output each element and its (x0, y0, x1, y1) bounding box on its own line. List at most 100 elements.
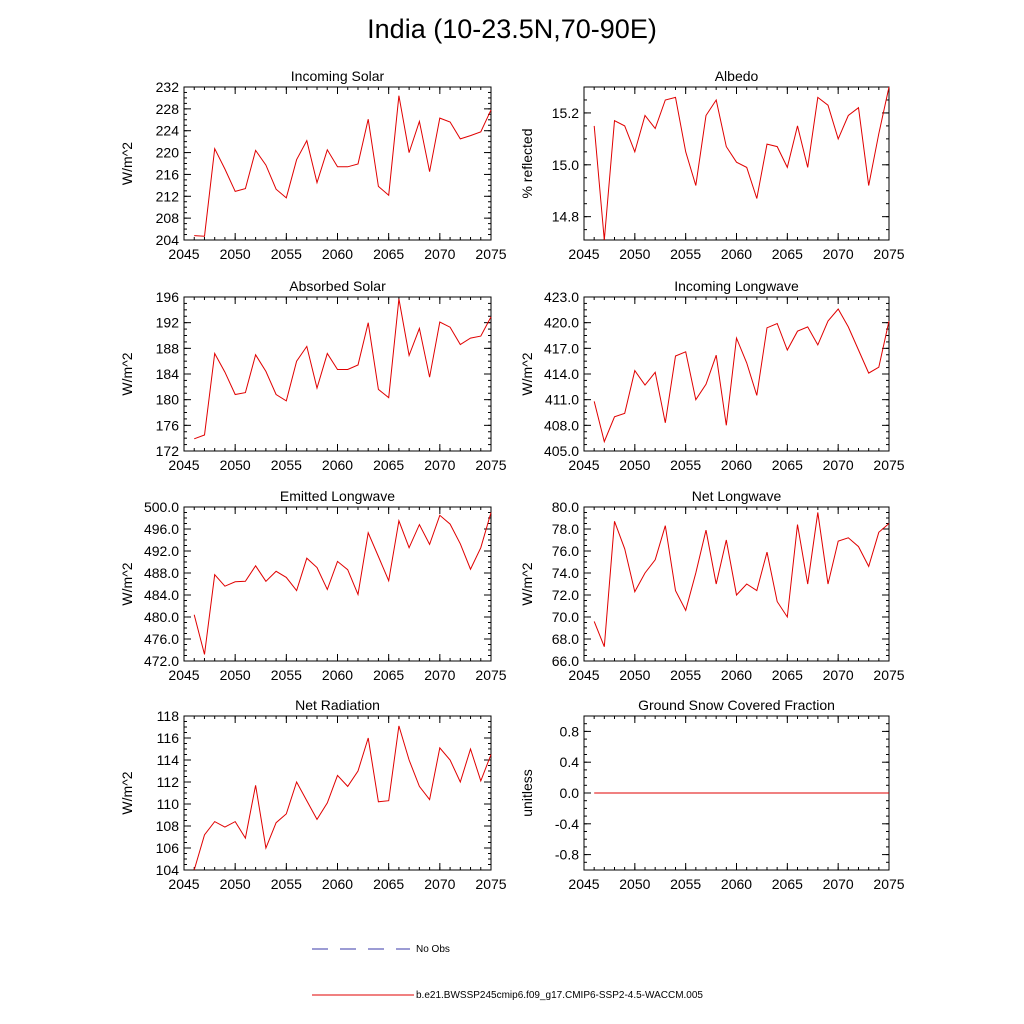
x-tick-label: 2065 (373, 667, 404, 683)
panel-title: Emitted Longwave (280, 488, 395, 504)
y-tick-label: -0.4 (555, 816, 579, 832)
x-tick-label: 2045 (568, 457, 599, 473)
y-tick-label: 172 (156, 443, 180, 459)
x-tick-label: 2045 (168, 246, 199, 262)
y-tick-label: 78.0 (552, 521, 579, 537)
x-tick-label: 2070 (424, 876, 455, 892)
panel-7: 2045 2050 2055 2060 2065 2070 2075 104 106 108 110… (119, 697, 507, 892)
x-tick-label: 2060 (322, 667, 353, 683)
y-tick-label: 228 (156, 101, 180, 117)
y-tick-label: 212 (156, 188, 180, 204)
plot-frame (183, 86, 492, 241)
x-tick-label: 2050 (220, 667, 251, 683)
series-line (193, 512, 492, 655)
x-tick-label: 2055 (271, 667, 302, 683)
y-tick-label: 423.0 (544, 289, 579, 305)
x-tick-label: 2065 (373, 876, 404, 892)
y-tick-label: 188 (156, 340, 180, 356)
x-tick-label: 2075 (475, 876, 506, 892)
y-tick-label: 500.0 (144, 499, 179, 515)
y-tick-label: 0.0 (560, 785, 580, 801)
x-tick-label: 2055 (670, 457, 701, 473)
y-axis-label: W/m^2 (519, 562, 535, 605)
legend-obs-swatch (312, 948, 410, 950)
y-tick-label: 480.0 (144, 609, 179, 625)
x-tick-label: 2070 (424, 246, 455, 262)
y-tick-label: 411.0 (545, 392, 579, 408)
y-tick-label: 104 (156, 862, 180, 878)
y-tick-label: 484.0 (144, 587, 179, 603)
x-tick-label: 2070 (823, 876, 854, 892)
x-tick-label: 2065 (373, 246, 404, 262)
legend-model-swatch (312, 994, 414, 996)
x-tick-label: 2045 (568, 876, 599, 892)
x-tick-label: 2055 (271, 876, 302, 892)
y-tick-label: 106 (156, 840, 180, 856)
plot-frame (583, 506, 890, 662)
y-tick-label: 108 (156, 818, 180, 834)
y-tick-label: 220 (156, 145, 180, 161)
x-tick-label: 2060 (721, 457, 752, 473)
x-tick-label: 2075 (873, 246, 904, 262)
x-tick-label: 2075 (475, 246, 506, 262)
panel-6: 2045 2050 2055 2060 2065 2070 2075 66.0 68.0 70.0… (519, 488, 905, 683)
series-line (593, 308, 890, 444)
x-tick-label: 2070 (823, 246, 854, 262)
y-tick-label: 192 (156, 315, 180, 331)
panel-1: 2045 2050 2055 2060 2065 2070 2075 204 208 212 216… (119, 68, 507, 262)
y-axis-label: W/m^2 (519, 352, 535, 395)
x-tick-label: 2065 (772, 667, 803, 683)
y-axis-label: unitless (519, 769, 535, 816)
y-tick-label: 196 (156, 289, 180, 305)
figure-title: India (10-23.5N,70-90E) (367, 14, 657, 44)
y-tick-label: 405.0 (544, 443, 579, 459)
panel-title: Net Radiation (295, 697, 380, 713)
y-tick-label: 492.0 (144, 543, 179, 559)
x-tick-label: 2065 (772, 457, 803, 473)
y-tick-label: 66.0 (552, 653, 579, 669)
y-tick-label: 476.0 (144, 631, 179, 647)
series-line (593, 512, 890, 647)
panel-title: Net Longwave (692, 488, 782, 504)
y-tick-label: 116 (157, 730, 180, 746)
y-tick-label: 14.8 (552, 209, 579, 225)
y-tick-label: 114 (157, 752, 180, 768)
x-tick-label: 2055 (670, 667, 701, 683)
x-tick-label: 2045 (568, 246, 599, 262)
x-tick-label: 2045 (168, 876, 199, 892)
y-tick-label: 414.0 (544, 366, 579, 382)
y-tick-label: 112 (157, 774, 180, 790)
y-tick-label: 74.0 (552, 565, 579, 581)
series-line (593, 86, 890, 241)
y-tick-label: 110 (157, 796, 180, 812)
x-tick-label: 2075 (475, 457, 506, 473)
y-tick-label: 68.0 (552, 631, 579, 647)
x-tick-label: 2060 (322, 876, 353, 892)
y-tick-label: 417.0 (544, 340, 579, 356)
panel-title: Incoming Longwave (674, 278, 799, 294)
y-tick-label: 208 (156, 210, 180, 226)
x-tick-label: 2055 (271, 246, 302, 262)
y-tick-label: 76.0 (552, 543, 579, 559)
x-tick-label: 2060 (322, 457, 353, 473)
x-tick-label: 2050 (619, 246, 650, 262)
y-tick-label: 488.0 (144, 565, 179, 581)
x-tick-label: 2065 (772, 876, 803, 892)
panel-title: Incoming Solar (291, 68, 385, 84)
series-line (193, 725, 492, 871)
series-line (194, 298, 492, 440)
x-tick-label: 2075 (873, 457, 904, 473)
plot-frame (583, 296, 890, 452)
x-tick-label: 2075 (873, 876, 904, 892)
x-tick-label: 2050 (619, 457, 650, 473)
y-tick-label: 420.0 (544, 315, 579, 331)
x-tick-label: 2045 (168, 457, 199, 473)
panel-8: 2045 2050 2055 2060 2065 2070 2075 -0.8 -0.4 0.0 0… (519, 697, 905, 892)
x-tick-label: 2070 (424, 457, 455, 473)
y-tick-label: 180 (156, 392, 180, 408)
y-tick-label: 224 (156, 123, 180, 139)
x-tick-label: 2045 (568, 667, 599, 683)
y-tick-label: -0.8 (555, 847, 579, 863)
x-tick-label: 2050 (220, 876, 251, 892)
y-axis-label: W/m^2 (119, 562, 135, 605)
